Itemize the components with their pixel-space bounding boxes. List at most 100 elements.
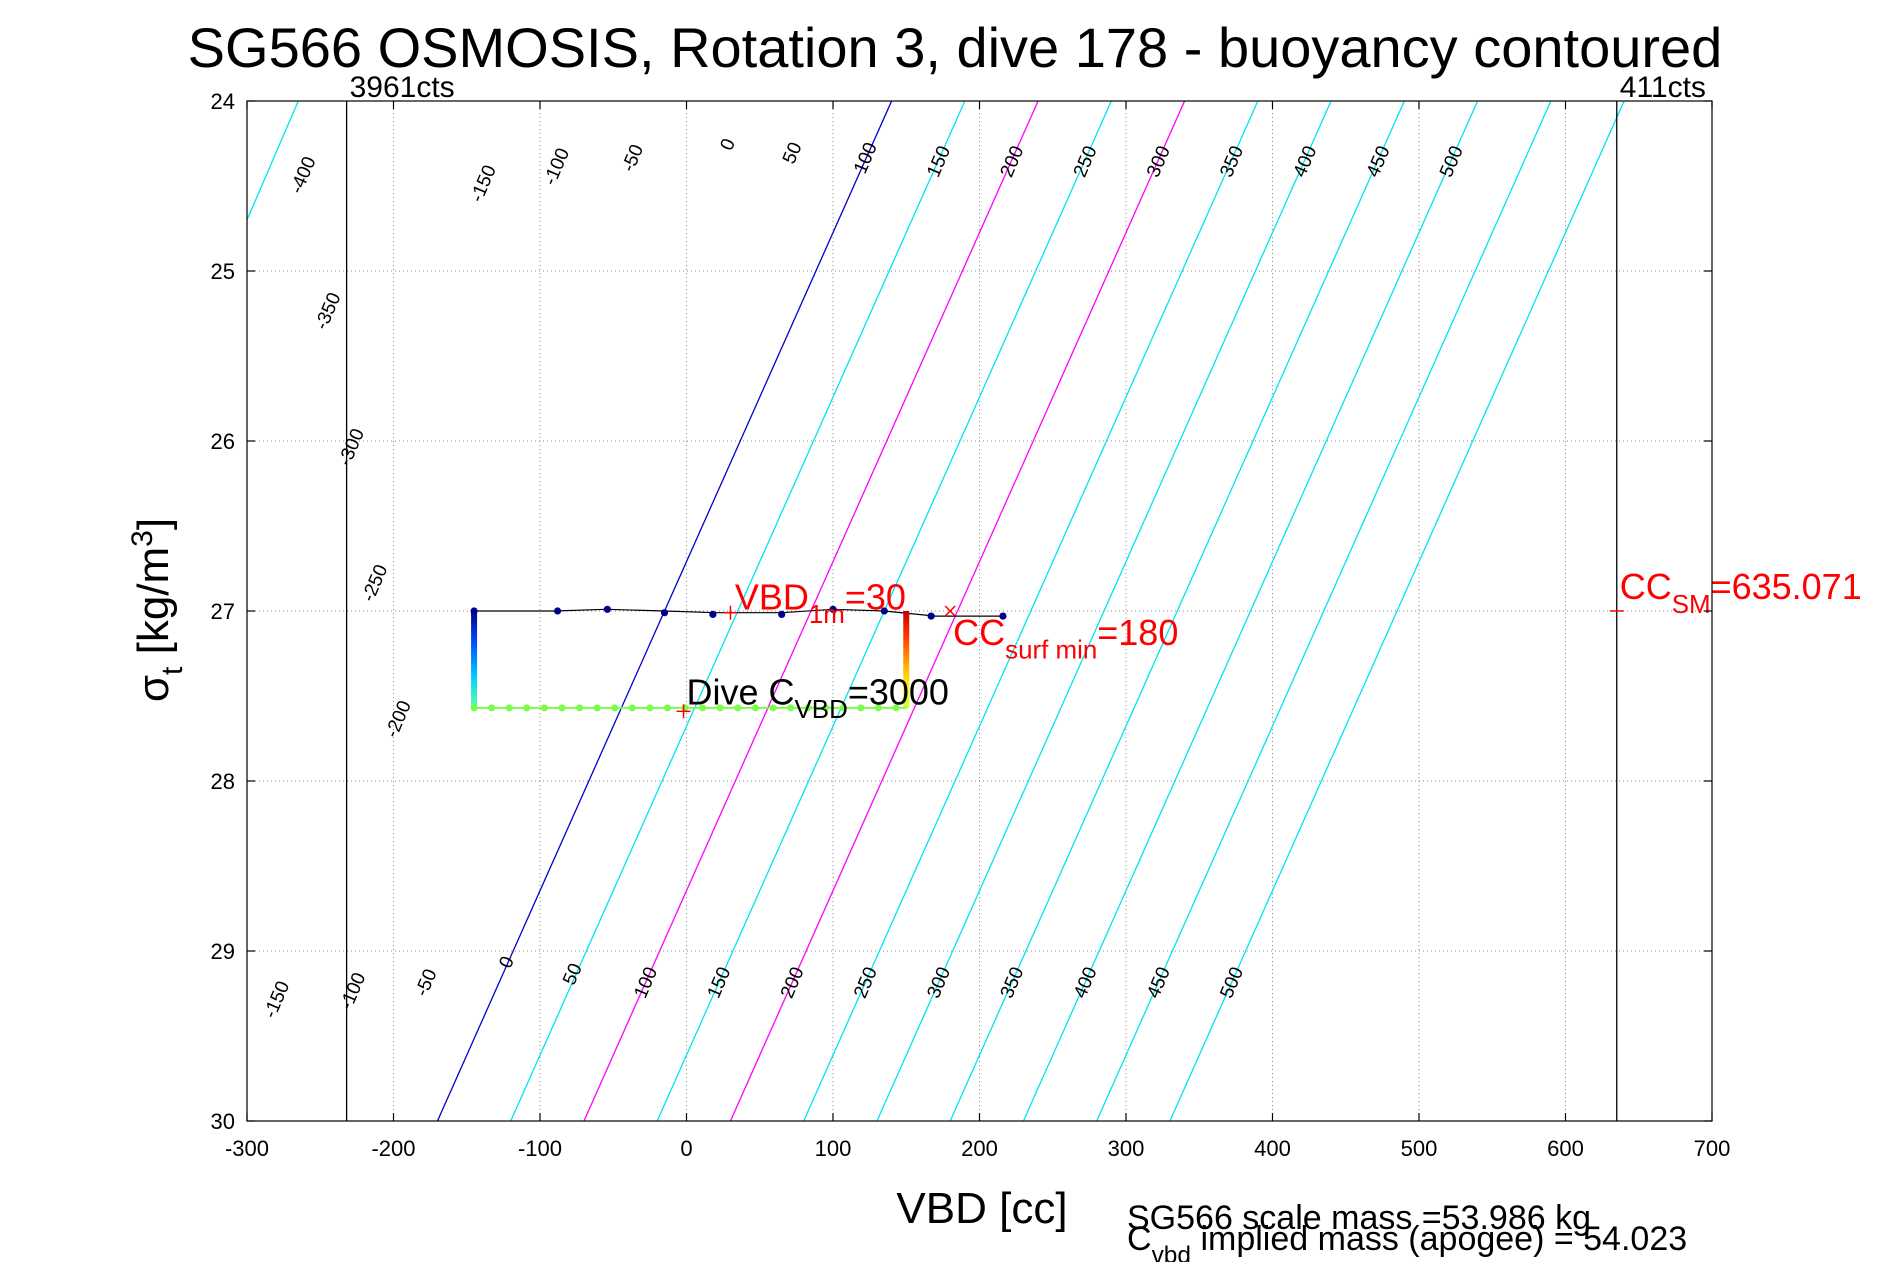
- annotation-label: CCsurf min=180: [953, 612, 1178, 665]
- contour-label: -350: [311, 290, 345, 333]
- y-tick-label: 28: [211, 769, 235, 794]
- contour-label: -250: [358, 562, 392, 605]
- x-tick-label: 700: [1694, 1136, 1731, 1161]
- bottom-point: [787, 704, 795, 712]
- x-tick-label: 300: [1108, 1136, 1145, 1161]
- contour-label: 350: [1216, 143, 1248, 180]
- ascent-bar: [903, 611, 910, 708]
- contour-line: [949, 101, 1405, 1121]
- dive-point: [999, 612, 1007, 620]
- bottom-point: [751, 704, 759, 712]
- bottom-point: [523, 704, 531, 712]
- contour-label: 500: [1436, 143, 1468, 180]
- dive-point: [603, 605, 611, 613]
- dive-point: [927, 612, 935, 620]
- contour-label: 50: [559, 960, 587, 988]
- bottom-point: [822, 704, 830, 712]
- contour-line: [1096, 101, 1552, 1121]
- contour-label: -100: [540, 145, 574, 188]
- bottom-point: [892, 704, 900, 712]
- x-axis-label: VBD [cc]: [896, 1184, 1067, 1233]
- dive-point: [829, 605, 837, 613]
- x-tick-label: 0: [680, 1136, 692, 1161]
- bottom-point: [769, 704, 777, 712]
- contour-label: 500: [1216, 964, 1248, 1001]
- axis-ticks: -300 -200 -100 0 100 200 300 400 500 600 700242526…: [211, 89, 1731, 1161]
- descent-bar: [471, 611, 478, 708]
- bottom-point: [646, 704, 654, 712]
- dive-point: [778, 610, 786, 619]
- y-tick-label: 25: [211, 259, 235, 284]
- bottom-point: [734, 704, 742, 712]
- count-label: 411cts: [1620, 71, 1706, 104]
- contour-label: 250: [1070, 143, 1102, 180]
- bottom-point: [839, 704, 847, 712]
- contour-label: 300: [1143, 143, 1175, 180]
- bottom-point: [611, 704, 619, 712]
- contour-label: -150: [467, 162, 501, 205]
- bottom-point: [716, 704, 724, 712]
- contour-line: [0, 101, 225, 1121]
- contour-label: -400: [286, 154, 320, 197]
- x-tick-label: -300: [225, 1136, 269, 1161]
- x-tick-label: 100: [815, 1136, 852, 1161]
- x-tick-label: 400: [1254, 1136, 1291, 1161]
- dive-point: [553, 607, 562, 615]
- bottom-point: [488, 704, 496, 712]
- contour-label: 100: [630, 964, 662, 1001]
- x-tick-label: -200: [371, 1136, 415, 1161]
- x-tick-label: 600: [1547, 1136, 1584, 1161]
- annotation-label: CCSM=635.071: [1620, 566, 1862, 619]
- y-tick-label: 30: [211, 1109, 235, 1134]
- dive-data: [470, 605, 1624, 719]
- contour-line: [510, 101, 966, 1121]
- contour-label: -300: [335, 426, 369, 469]
- contour-label: 0: [717, 136, 740, 154]
- contour-label: -50: [411, 966, 441, 1000]
- dive-point: [470, 607, 478, 615]
- contour-line: [729, 101, 1186, 1121]
- y-tick-label: 24: [211, 89, 235, 114]
- contour-label: 200: [997, 143, 1029, 180]
- bottom-point: [874, 704, 882, 712]
- contour-label: 400: [1070, 964, 1102, 1001]
- bottom-point: [628, 704, 636, 712]
- dive-point: [880, 607, 888, 615]
- contour-label: 50: [779, 139, 807, 167]
- contour-label: 200: [777, 964, 809, 1001]
- footer-implied-mass: Cvbd implied mass (apogee) = 54.023: [1127, 1220, 1687, 1262]
- contour-label: 450: [1143, 964, 1175, 1001]
- bottom-point: [558, 704, 566, 712]
- bottom-point: [804, 704, 812, 712]
- y-axis-label-text: σt [kg/m3]: [126, 518, 189, 702]
- bottom-point: [505, 704, 513, 712]
- contour-label: 250: [850, 964, 882, 1001]
- dive-point: [660, 609, 669, 617]
- x-tick-label: 200: [961, 1136, 998, 1161]
- contour-line: [0, 101, 79, 1121]
- contour-label: -100: [336, 970, 370, 1013]
- contour-line: [1169, 101, 1625, 1121]
- contour-label: 450: [1363, 143, 1395, 180]
- contour-label: -200: [382, 698, 416, 741]
- contour-label: 150: [923, 143, 955, 180]
- contour-label: 150: [704, 964, 736, 1001]
- contour-line: [0, 101, 5, 1121]
- contour-label: 350: [997, 964, 1029, 1001]
- footer-scale-mass: SG566 scale mass =53.986 kg: [1127, 1199, 1591, 1237]
- x-tick-label: 500: [1401, 1136, 1438, 1161]
- annotation-label: Dive CVBD=3000: [687, 672, 949, 725]
- bottom-point: [699, 704, 707, 712]
- bottom-point: [593, 704, 601, 712]
- contour-line: [803, 101, 1259, 1121]
- contour-label: 400: [1290, 143, 1322, 180]
- contour-label: -50: [618, 142, 648, 176]
- contour-label: -150: [260, 978, 294, 1021]
- count-limit-lines: 3961cts 411cts: [345, 71, 1706, 1121]
- bottom-point: [857, 704, 865, 712]
- contour-label: 300: [923, 964, 955, 1001]
- buoyancy-contours: [0, 101, 1625, 1121]
- bottom-point: [470, 704, 478, 712]
